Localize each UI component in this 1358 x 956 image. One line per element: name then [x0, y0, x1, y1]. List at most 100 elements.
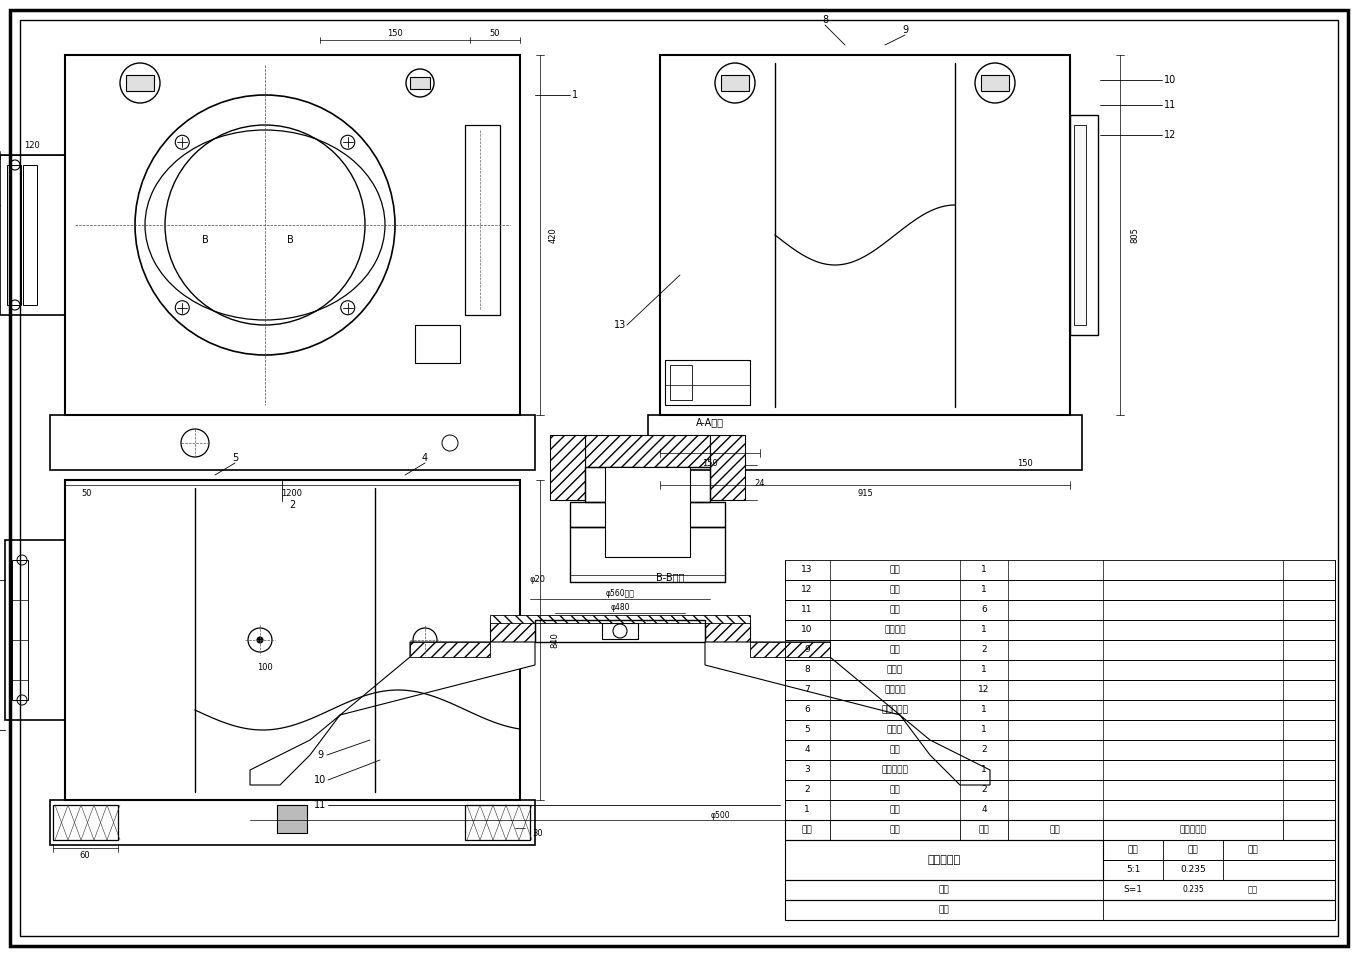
Text: 150: 150: [387, 29, 403, 37]
Bar: [23, 165, 37, 305]
Text: 标准及规格: 标准及规格: [1180, 825, 1206, 835]
Bar: [785, 700, 1335, 720]
Text: B-B剪面: B-B剪面: [656, 572, 684, 582]
Text: 2: 2: [982, 746, 987, 754]
Bar: [785, 600, 1335, 620]
Bar: [785, 580, 1335, 600]
Text: 915: 915: [857, 489, 873, 497]
Text: 11: 11: [1164, 100, 1176, 110]
Text: 吃耳: 吃耳: [889, 806, 900, 815]
Text: 100: 100: [257, 663, 273, 672]
Text: 8: 8: [822, 15, 828, 25]
Text: 密封垒帪: 密封垒帪: [884, 625, 906, 635]
Text: 50: 50: [490, 29, 500, 37]
Text: 1: 1: [980, 625, 987, 635]
Bar: [65, 55, 520, 415]
Bar: [410, 642, 490, 657]
Text: 7: 7: [804, 685, 809, 694]
Bar: [410, 77, 430, 89]
Text: 12: 12: [801, 585, 812, 595]
Bar: [602, 623, 638, 639]
Bar: [126, 75, 153, 91]
Text: 1: 1: [804, 806, 809, 815]
Text: 1: 1: [980, 665, 987, 675]
Bar: [65, 480, 520, 800]
Bar: [785, 720, 1335, 740]
Text: 材料: 材料: [1050, 825, 1061, 835]
Circle shape: [257, 637, 263, 643]
Bar: [721, 75, 750, 91]
Bar: [490, 620, 535, 642]
Text: 游标: 游标: [889, 786, 900, 794]
Bar: [785, 820, 1335, 840]
Bar: [1074, 125, 1086, 325]
Text: 比例: 比例: [1127, 845, 1138, 855]
Bar: [785, 660, 1335, 680]
Bar: [490, 615, 750, 623]
Text: 11: 11: [314, 800, 326, 810]
Text: 8: 8: [804, 665, 809, 675]
Bar: [710, 435, 746, 500]
Bar: [1070, 115, 1099, 335]
Text: 滤油器: 滤油器: [887, 726, 903, 734]
Bar: [648, 415, 1082, 470]
Text: 序号: 序号: [801, 825, 812, 835]
Bar: [570, 527, 725, 582]
Text: 24: 24: [755, 479, 766, 488]
Text: 13: 13: [801, 566, 812, 575]
Text: 1: 1: [980, 566, 987, 575]
Bar: [785, 780, 1335, 800]
Text: 5: 5: [804, 726, 809, 734]
Text: S=1: S=1: [1123, 885, 1142, 895]
Text: 9: 9: [316, 750, 323, 760]
Bar: [0, 155, 65, 315]
Bar: [785, 800, 1335, 820]
Bar: [1103, 860, 1335, 880]
Bar: [705, 620, 750, 642]
Polygon shape: [705, 642, 990, 785]
Text: 10: 10: [801, 625, 812, 635]
Text: 日期: 日期: [1248, 885, 1258, 895]
Text: 弹笛钉板: 弹笛钉板: [884, 685, 906, 694]
Text: 重量: 重量: [1248, 845, 1259, 855]
Text: 11: 11: [801, 605, 812, 615]
Text: 3: 3: [804, 766, 809, 774]
Text: φ560外径: φ560外径: [606, 589, 634, 598]
Text: 油管: 油管: [889, 645, 900, 655]
Text: 805: 805: [1130, 228, 1139, 243]
Bar: [570, 502, 725, 527]
Text: 油筒: 油筒: [889, 585, 900, 595]
Text: 审核: 审核: [938, 905, 949, 915]
Bar: [1103, 840, 1335, 860]
Bar: [669, 365, 693, 400]
Bar: [585, 435, 710, 467]
Text: 领频: 领频: [889, 605, 900, 615]
Bar: [660, 55, 1070, 415]
Text: 840: 840: [550, 632, 559, 648]
Bar: [464, 805, 530, 840]
Text: 1: 1: [572, 90, 579, 100]
Bar: [785, 760, 1335, 780]
Bar: [464, 125, 500, 315]
Text: A-A放大: A-A放大: [697, 417, 724, 427]
Text: 2: 2: [982, 645, 987, 655]
Text: 管接头: 管接头: [887, 665, 903, 675]
Bar: [785, 840, 1103, 880]
Text: 2: 2: [804, 786, 809, 794]
Bar: [785, 640, 1335, 660]
Polygon shape: [250, 642, 535, 785]
Bar: [785, 880, 1335, 900]
Text: 油盖: 油盖: [889, 566, 900, 575]
Text: 5:1: 5:1: [1126, 865, 1141, 875]
Bar: [655, 467, 710, 502]
Bar: [785, 680, 1335, 700]
Bar: [785, 560, 1335, 580]
Text: 50: 50: [81, 489, 92, 497]
Text: 9: 9: [804, 645, 809, 655]
Text: 5: 5: [232, 453, 238, 463]
Text: 1: 1: [980, 585, 987, 595]
Bar: [12, 560, 29, 700]
Bar: [785, 620, 1335, 640]
Text: 6: 6: [804, 706, 809, 714]
Text: 60: 60: [80, 852, 91, 860]
